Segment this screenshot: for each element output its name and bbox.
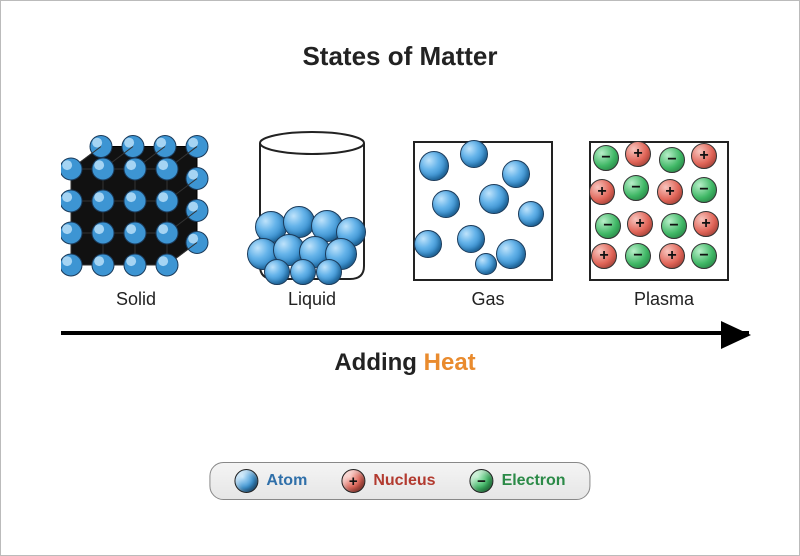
legend-electron-label: Electron <box>502 472 566 490</box>
atom-icon <box>419 151 449 181</box>
electron-icon: − <box>691 177 717 203</box>
arrow-line <box>61 331 749 335</box>
solid-lattice <box>61 131 211 281</box>
liquid-label: Liquid <box>237 289 387 310</box>
state-gas: Gas <box>413 141 563 310</box>
plasma-label: Plasma <box>589 289 739 310</box>
electron-icon: − <box>623 175 649 201</box>
diagram-page: States of Matter Solid Liquid Gas <box>0 0 800 556</box>
gas-label: Gas <box>413 289 563 310</box>
atom-icon <box>264 259 290 285</box>
liquid-beaker <box>252 131 372 281</box>
atom-icon <box>234 469 258 493</box>
nucleus-icon: + <box>691 143 717 169</box>
electron-icon: − <box>625 243 651 269</box>
heat-arrow: Adding Heat <box>61 331 749 377</box>
atom-icon <box>518 201 544 227</box>
states-row: Solid Liquid Gas −+−++−+−−+−++−+− Plasma <box>61 131 739 310</box>
atom-icon <box>460 140 488 168</box>
atom-icon <box>475 253 497 275</box>
atom-icon <box>496 239 526 269</box>
nucleus-icon: + <box>627 211 653 237</box>
nucleus-icon: + <box>591 243 617 269</box>
nucleus-icon: + <box>693 211 719 237</box>
legend-atom-label: Atom <box>266 472 307 490</box>
legend: Atom + Nucleus − Electron <box>209 462 590 500</box>
atom-icon <box>457 225 485 253</box>
electron-icon: − <box>470 469 494 493</box>
nucleus-icon: + <box>341 469 365 493</box>
arrow-heat-word: Heat <box>424 349 476 376</box>
nucleus-icon: + <box>625 141 651 167</box>
plasma-box: −+−++−+−−+−++−+− <box>589 141 729 281</box>
atom-icon <box>414 230 442 258</box>
state-plasma: −+−++−+−−+−++−+− Plasma <box>589 141 739 310</box>
arrow-caption: Adding Heat <box>61 349 749 377</box>
electron-icon: − <box>595 213 621 239</box>
atom-icon <box>432 190 460 218</box>
electron-icon: − <box>593 145 619 171</box>
legend-atom: Atom <box>234 469 307 493</box>
arrow-prefix: Adding <box>334 349 423 376</box>
nucleus-icon: + <box>659 243 685 269</box>
solid-label: Solid <box>61 289 211 310</box>
nucleus-icon: + <box>589 179 615 205</box>
atom-icon <box>316 259 342 285</box>
state-liquid: Liquid <box>237 131 387 310</box>
arrow-head-icon <box>721 321 751 349</box>
electron-icon: − <box>661 213 687 239</box>
electron-icon: − <box>691 243 717 269</box>
atom-icon <box>502 160 530 188</box>
atom-icon <box>290 259 316 285</box>
state-solid: Solid <box>61 131 211 310</box>
gas-box <box>413 141 553 281</box>
legend-nucleus: + Nucleus <box>341 469 435 493</box>
atom-icon <box>479 184 509 214</box>
legend-electron: − Electron <box>470 469 566 493</box>
electron-icon: − <box>659 147 685 173</box>
legend-nucleus-label: Nucleus <box>373 472 435 490</box>
nucleus-icon: + <box>657 179 683 205</box>
page-title: States of Matter <box>1 41 799 72</box>
